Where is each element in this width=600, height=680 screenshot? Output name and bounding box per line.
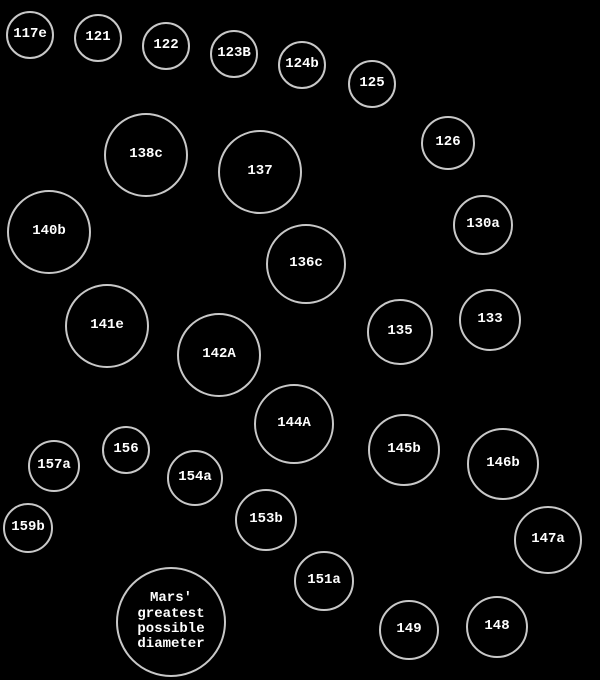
node-148: 148 bbox=[466, 596, 528, 658]
node-159b: 159b bbox=[3, 503, 53, 553]
node-126: 126 bbox=[421, 116, 475, 170]
node-137: 137 bbox=[218, 130, 302, 214]
diagram-canvas: 117e 121 122 123B 124b 125 126 130a 138c 137 140b 1… bbox=[0, 0, 600, 680]
node-147a: 147a bbox=[514, 506, 582, 574]
node-122: 122 bbox=[142, 22, 190, 70]
node-146b: 146b bbox=[467, 428, 539, 500]
node-140b: 140b bbox=[7, 190, 91, 274]
node-130a: 130a bbox=[453, 195, 513, 255]
node-154a: 154a bbox=[167, 450, 223, 506]
node-121: 121 bbox=[74, 14, 122, 62]
node-157a: 157a bbox=[28, 440, 80, 492]
node-135: 135 bbox=[367, 299, 433, 365]
node-117e: 117e bbox=[6, 11, 54, 59]
node-mars: Mars' greatest possible diameter bbox=[116, 567, 226, 677]
node-133: 133 bbox=[459, 289, 521, 351]
node-123B: 123B bbox=[210, 30, 258, 78]
node-136c: 136c bbox=[266, 224, 346, 304]
node-151a: 151a bbox=[294, 551, 354, 611]
node-144A: 144A bbox=[254, 384, 334, 464]
node-149: 149 bbox=[379, 600, 439, 660]
node-141e: 141e bbox=[65, 284, 149, 368]
node-153b: 153b bbox=[235, 489, 297, 551]
node-125: 125 bbox=[348, 60, 396, 108]
node-156: 156 bbox=[102, 426, 150, 474]
node-138c: 138c bbox=[104, 113, 188, 197]
node-142A: 142A bbox=[177, 313, 261, 397]
node-145b: 145b bbox=[368, 414, 440, 486]
node-124b: 124b bbox=[278, 41, 326, 89]
